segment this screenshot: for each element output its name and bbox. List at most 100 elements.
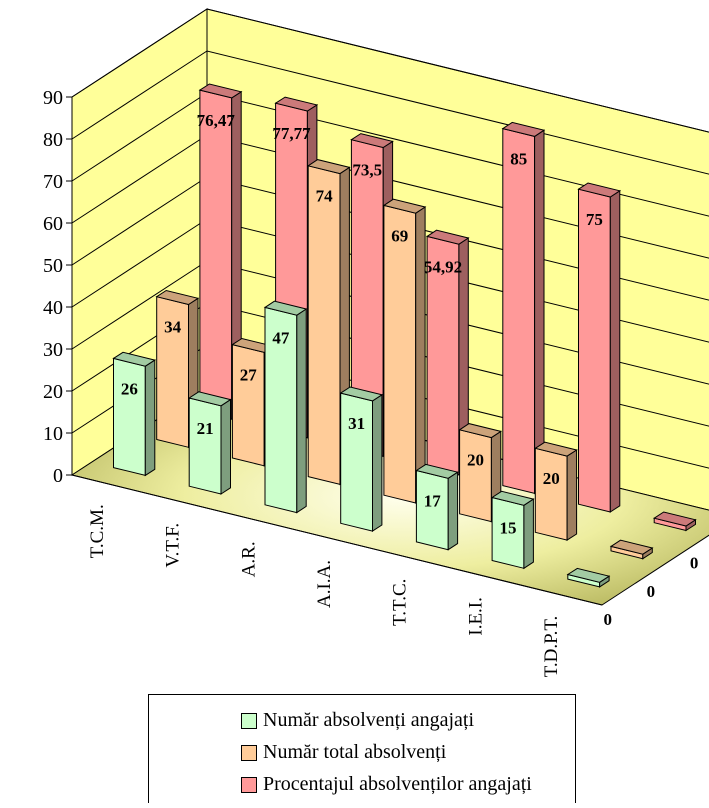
data-label: 85 [510, 150, 527, 169]
bar-top-face [566, 567, 611, 583]
bar-front-face [502, 127, 536, 495]
data-label: 74 [316, 187, 334, 206]
legend: Număr absolvenți angajați Număr total ab… [148, 694, 576, 803]
legend-item-total: Număr total absolvenți [149, 741, 575, 765]
data-label: 34 [164, 318, 182, 337]
data-label: 69 [391, 226, 408, 245]
bar-top-face [306, 159, 351, 175]
data-label: 27 [240, 366, 258, 385]
bar-front-face [231, 343, 265, 467]
y-tick-label: 50 [43, 255, 63, 277]
y-tick-label: 30 [43, 339, 63, 361]
bar [501, 121, 546, 495]
bar-front-face [578, 188, 611, 513]
data-label: 76,47 [197, 111, 236, 130]
legend-swatch-total [241, 745, 257, 761]
legend-label-percent: Procentajul absolvenților angajați [263, 773, 532, 795]
data-label: 20 [467, 451, 484, 470]
legend-swatch-percent [241, 777, 257, 793]
data-label: 47 [272, 328, 290, 347]
bar [577, 182, 622, 513]
bar-front-face [188, 397, 222, 495]
bar [382, 198, 427, 504]
bar [566, 567, 611, 588]
category-label: T.C.M. [87, 504, 108, 558]
bar-front-face [199, 89, 233, 420]
bar-top-face [350, 133, 394, 149]
bar-side-face [372, 393, 383, 533]
bar-side-face [296, 308, 307, 514]
bar-front-face [534, 447, 568, 541]
bar-front-face [459, 429, 492, 523]
data-label: 73,5 [352, 161, 382, 180]
bar-top-face [490, 490, 535, 506]
bar-top-face [263, 300, 308, 316]
category-label: I.E.I. [465, 597, 486, 636]
data-label: 77,77 [272, 124, 311, 143]
category-label: V.T.F. [163, 523, 184, 568]
bar-front-face [383, 204, 417, 504]
data-label: 0 [603, 610, 612, 629]
bar-side-face [534, 129, 545, 495]
bar [263, 300, 308, 514]
data-label: 54,92 [424, 257, 462, 276]
data-label: 0 [647, 582, 656, 601]
bar-top-face [609, 539, 654, 555]
data-label: 26 [121, 379, 138, 398]
bar-front-face [307, 165, 341, 486]
bar [187, 391, 232, 495]
data-label: 20 [543, 469, 560, 488]
data-label: 17 [424, 491, 442, 510]
y-tick-label: 40 [43, 297, 63, 319]
bar-top-face [458, 423, 503, 439]
bar [112, 351, 157, 477]
data-label: 31 [348, 414, 365, 433]
x-axis-line [71, 474, 603, 606]
bar-top-face [382, 198, 427, 214]
bar-side-face [415, 206, 426, 504]
bar-side-face [566, 449, 578, 542]
bar-side-face [447, 471, 459, 551]
data-label: 15 [500, 518, 517, 537]
legend-label-total: Număr total absolvenți [263, 741, 447, 763]
legend-item-employed: Număr absolvenți angajați [149, 709, 575, 733]
y-tick-label: 70 [43, 171, 63, 193]
y-tick-label: 80 [43, 129, 63, 151]
category-label: T.D.P.T. [541, 616, 562, 678]
bar-top-face [501, 121, 546, 137]
bar-top-face [534, 441, 578, 457]
bar-top-face [155, 289, 200, 306]
legend-swatch-employed [241, 713, 257, 729]
bar-top-face [187, 391, 232, 407]
bar-side-face [144, 359, 156, 477]
bar-top-face [198, 83, 243, 99]
bar-front-face [113, 357, 146, 477]
legend-item-percent: Procentajul absolvenților angajați [149, 773, 575, 797]
legend-label-employed: Număr absolvenți angajați [263, 709, 475, 731]
bar [490, 490, 535, 570]
y-tick-label: 90 [43, 87, 63, 109]
y-tick-label: 0 [53, 465, 63, 487]
data-label: 75 [586, 210, 603, 229]
bar [652, 511, 697, 532]
bar-side-face [523, 498, 534, 570]
gridline [71, 50, 709, 175]
bar-top-face [425, 229, 470, 245]
category-label: T.T.C. [390, 579, 411, 626]
y-tick-label: 10 [43, 423, 63, 445]
bar-side-face [609, 189, 621, 513]
bar [534, 441, 578, 542]
gridline [71, 8, 709, 133]
bar-top-face [339, 386, 384, 402]
bar [425, 229, 470, 476]
category-label: A.R. [238, 541, 259, 577]
bar [415, 463, 459, 551]
data-label: 21 [197, 419, 214, 438]
data-label: 0 [690, 554, 699, 573]
bar [339, 386, 384, 533]
bar [609, 539, 654, 560]
bar-top-face [112, 351, 157, 367]
bar-top-face [577, 182, 622, 198]
